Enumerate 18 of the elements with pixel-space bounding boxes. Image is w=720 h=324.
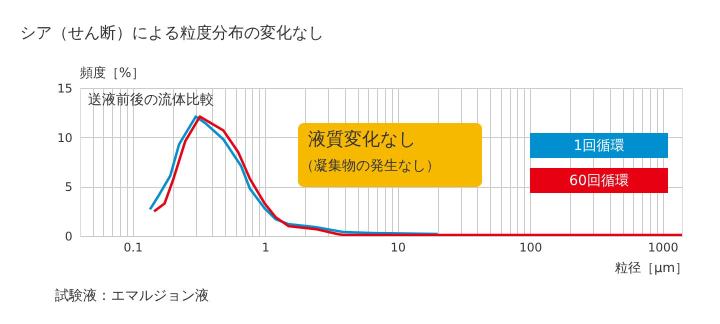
- text: 60回循環: [569, 173, 629, 189]
- y-tick-label: 0: [64, 230, 72, 244]
- y-tick-label: 10: [57, 130, 72, 145]
- x-tick-label: 10: [390, 240, 406, 254]
- chart-title: シア（せん断）による粒度分布の変化なし: [20, 23, 324, 42]
- text: 1回循環: [574, 138, 624, 154]
- annotation: 液質変化なし: [308, 129, 416, 150]
- x-tick-label: 0.1: [124, 240, 143, 254]
- x-tick-label: 1000: [648, 240, 678, 254]
- x-axis-title: 粒径［μm］: [615, 261, 688, 276]
- y-tick-label: 15: [57, 82, 72, 96]
- annotation: 送液前後の流体比較: [88, 92, 214, 108]
- y-tick-label: 5: [64, 180, 72, 194]
- x-tick-label: 1: [262, 240, 270, 254]
- y-axis-title: 頻度［%］: [80, 65, 144, 81]
- x-tick-label: 100: [519, 240, 542, 254]
- annotation: （凝集物の発生なし）: [300, 158, 440, 174]
- text: 試験液：エマルジョン液: [55, 288, 209, 304]
